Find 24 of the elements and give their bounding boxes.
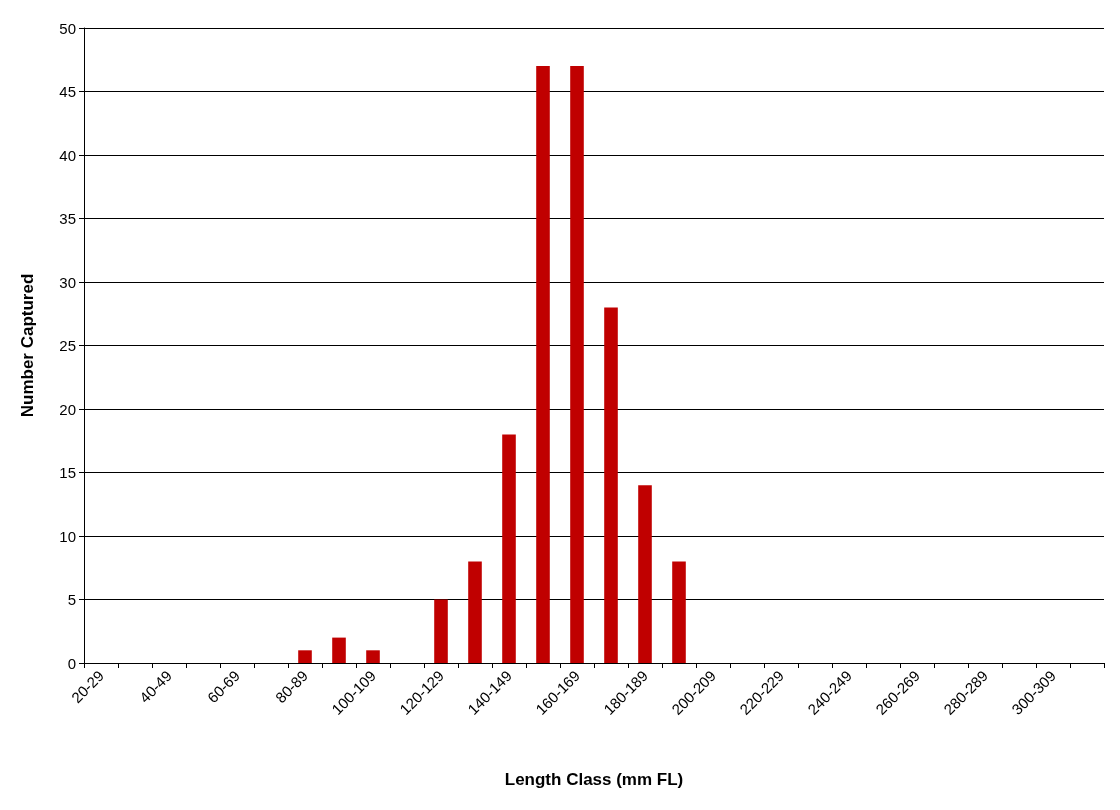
y-tick-label: 0 [67, 654, 76, 672]
bar [332, 637, 346, 663]
bar [298, 650, 312, 663]
bar [570, 66, 584, 663]
bar [638, 485, 652, 663]
y-tick-label: 40 [59, 146, 76, 164]
bar [468, 561, 482, 663]
x-axis-title: Length Class (mm FL) [504, 770, 684, 789]
y-tick-label: 5 [67, 591, 76, 608]
y-axis-title: Number Captured [18, 273, 37, 418]
bar [502, 434, 516, 663]
y-tick-label: 20 [59, 400, 76, 418]
bar [536, 66, 550, 663]
bar [366, 650, 380, 663]
y-tick-label: 10 [59, 527, 76, 545]
bar [434, 599, 448, 663]
bar [672, 561, 686, 663]
y-tick-label: 25 [59, 337, 76, 354]
bar [604, 307, 618, 663]
y-tick-label: 15 [59, 464, 76, 481]
y-tick-label: 30 [59, 273, 76, 291]
y-tick-label: 35 [59, 210, 76, 227]
y-tick-label: 45 [59, 83, 76, 100]
y-tick-label: 50 [59, 19, 76, 37]
